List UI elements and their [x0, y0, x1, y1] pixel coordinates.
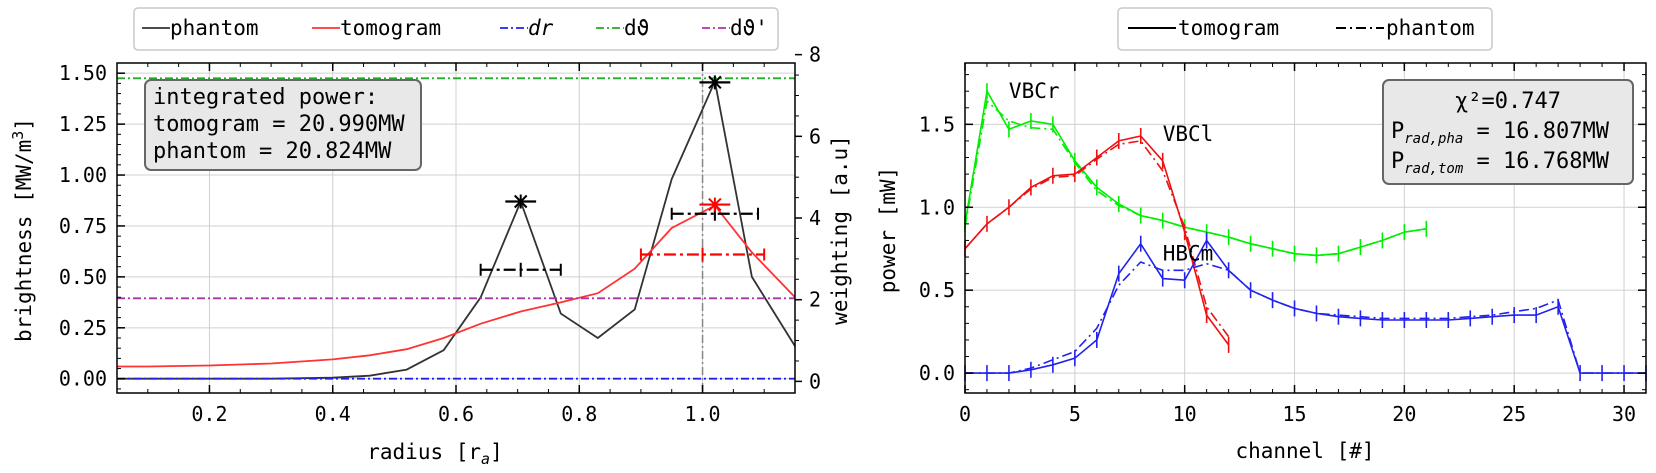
right-plot: 0 5 10 15 20 25 30 0.0 0.5 1.0 1.5 VBCr VBCl HBCm χ²… [876, 62, 1647, 463]
left-x-axis-label: radius [ra] [367, 440, 502, 468]
series-line-tomogram [117, 204, 796, 368]
legend-label-tomogram-right: tomogram [1178, 16, 1279, 40]
legend-label-phantom: phantom [170, 16, 259, 40]
right-frame [964, 62, 1647, 394]
series-line-VBCr-tomogram [964, 88, 1427, 257]
left-legend: phantom tomogram dr dϑ dϑ' [133, 7, 779, 51]
legend-label-tomogram: tomogram [340, 16, 441, 40]
left-y-axis-label: brightness [MW/m3] [9, 118, 36, 342]
legend-label-dtheta-prime: dϑ' [730, 16, 768, 40]
right-x-tick-label: 20 [1392, 402, 1416, 426]
series-line-HBCm-tomogram [965, 238, 1646, 374]
right-x-tick-label: 15 [1282, 402, 1306, 426]
left-y2-tick-label: 4 [809, 206, 821, 230]
info-line-1: integrated power: [153, 85, 378, 110]
p-rad-pha-text: Prad,pha = 16.807MW [1391, 119, 1610, 147]
left-y2-tick-label: 6 [809, 124, 821, 148]
info-line-2: tomogram = 20.990MW [153, 112, 405, 137]
left-y-tick-label: 0.50 [59, 265, 107, 289]
right-x-tick-label: 5 [1069, 402, 1081, 426]
right-x-tick-label: 30 [1612, 402, 1636, 426]
left-y-tick-label: 0.75 [59, 214, 107, 238]
left-y2-axis-label: weighting [a.u] [828, 135, 852, 325]
left-y2-tick-label: 8 [809, 43, 821, 67]
left-x-tick-label: 0.8 [561, 402, 597, 426]
left-y-tick-label: 1.00 [59, 163, 107, 187]
weighting-marker-cross [708, 197, 722, 212]
chi-square-text: χ²=0.747 [1455, 89, 1561, 114]
right-y-tick-label: 0.0 [919, 361, 955, 385]
right-y-axis-label: power [mW] [876, 167, 900, 293]
info-line-3: phantom = 20.824MW [153, 139, 392, 164]
legend-label-phantom-right: phantom [1386, 16, 1475, 40]
right-y-tick-label: 1.5 [919, 112, 955, 136]
left-y2-tick-label: 2 [809, 288, 821, 312]
right-series-labels: VBCr VBCl HBCm [1009, 79, 1213, 266]
weighting-marker-cross [708, 75, 722, 90]
right-x-tick-label: 10 [1173, 402, 1197, 426]
left-x-tick-label: 0.6 [438, 402, 474, 426]
weighting-marker-cross [514, 194, 528, 209]
left-markers [479, 75, 766, 277]
left-y-tick-label: 0.00 [59, 367, 107, 391]
series-label-VBCl: VBCl [1163, 122, 1214, 146]
right-info-box: χ²=0.747 Prad,pha = 16.807MW Prad,tom = … [1382, 79, 1634, 185]
right-x-axis-label: channel [#] [1235, 439, 1374, 463]
left-axes: 0.2 0.4 0.6 0.8 1.0 0.00 0.25 0.50 0.75 1.00 1.25 1… [59, 43, 821, 426]
left-info-box: integrated power: tomogram = 20.990MW ph… [144, 79, 422, 171]
right-series [964, 83, 1647, 382]
legend-label-dtheta: dϑ [624, 16, 649, 40]
right-y-tick-label: 0.5 [919, 278, 955, 302]
left-x-tick-label: 0.4 [315, 402, 351, 426]
right-y-tick-label: 1.0 [919, 195, 955, 219]
left-y-tick-label: 1.50 [59, 61, 107, 85]
left-y-tick-label: 1.25 [59, 112, 107, 136]
right-x-tick-label: 25 [1502, 402, 1526, 426]
right-legend: tomogram phantom [1117, 7, 1493, 51]
right-axes: 0 5 10 15 20 25 30 0.0 0.5 1.0 1.5 [919, 62, 1647, 426]
series-label-HBCm: HBCm [1163, 241, 1214, 265]
series-line-VBCl-phantom [964, 140, 1230, 338]
series-label-VBCr: VBCr [1009, 79, 1060, 103]
left-x-tick-label: 0.2 [191, 402, 227, 426]
legend-label-dr: dr [528, 16, 554, 40]
series-line-HBCm-phantom [965, 261, 1646, 374]
series-line-VBCr-phantom [964, 99, 1427, 257]
p-rad-tom-text: Prad,tom = 16.768MW [1391, 149, 1610, 177]
left-series [117, 63, 796, 393]
left-y-tick-label: 0.25 [59, 316, 107, 340]
left-y2-tick-label: 0 [809, 369, 821, 393]
left-x-tick-label: 1.0 [684, 402, 720, 426]
right-x-tick-label: 0 [959, 402, 971, 426]
left-plot: 0.2 0.4 0.6 0.8 1.0 0.00 0.25 0.50 0.75 1.00 1.25 1… [9, 43, 852, 468]
